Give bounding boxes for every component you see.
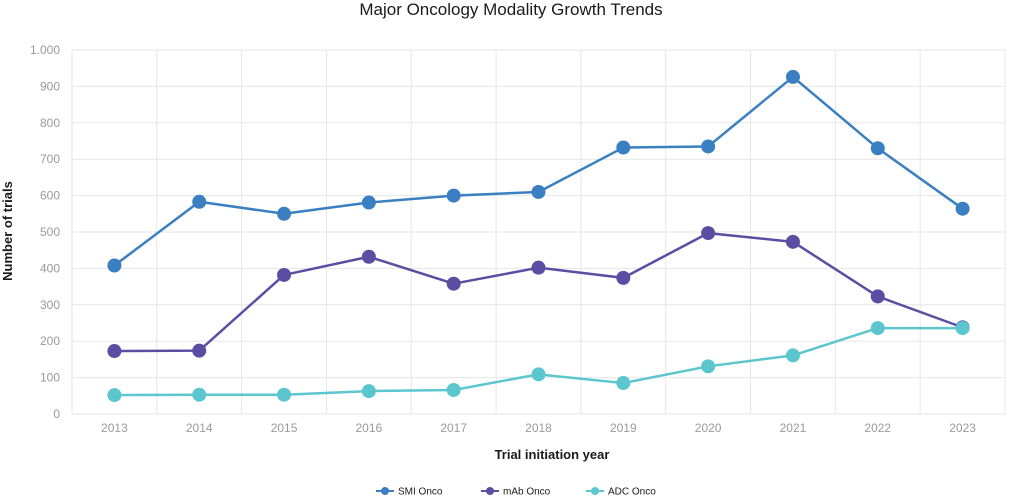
data-point[interactable] <box>531 367 546 382</box>
data-point[interactable] <box>531 184 546 199</box>
x-tick-label: 2022 <box>864 421 891 435</box>
y-tick-label: 600 <box>40 189 60 203</box>
x-axis-title: Trial initiation year <box>495 447 610 462</box>
data-point[interactable] <box>785 234 800 249</box>
data-point[interactable] <box>870 321 885 336</box>
legend-item[interactable]: ADC Onco <box>586 487 656 498</box>
y-tick-label: 1.000 <box>30 43 60 57</box>
y-tick-label: 0 <box>53 407 60 421</box>
x-tick-label: 2017 <box>440 421 467 435</box>
series-layer <box>107 69 970 403</box>
legend-label: mAb Onco <box>503 487 551 498</box>
x-tick-label: 2021 <box>780 421 807 435</box>
legend-item[interactable]: mAb Onco <box>481 487 551 498</box>
y-axis-ticks: 0 100 200 300 400 500 600 700 800 900 1.000 <box>30 43 60 421</box>
y-tick-label: 500 <box>40 225 60 239</box>
series-mab-onco <box>107 226 970 359</box>
series-adc-onco <box>107 321 970 403</box>
legend-swatch-marker <box>591 487 599 495</box>
series-smi-onco <box>107 69 970 273</box>
data-point[interactable] <box>955 321 970 336</box>
data-point[interactable] <box>107 388 122 403</box>
data-point[interactable] <box>277 206 292 221</box>
legend-item[interactable]: SMI Onco <box>376 487 443 498</box>
y-tick-label: 200 <box>40 334 60 348</box>
data-point[interactable] <box>701 359 716 374</box>
x-tick-label: 2016 <box>356 421 383 435</box>
x-tick-label: 2013 <box>101 421 128 435</box>
data-point[interactable] <box>192 387 207 402</box>
legend-label: SMI Onco <box>398 487 443 498</box>
legend: SMI Onco mAb Onco ADC Onco <box>376 487 656 498</box>
data-point[interactable] <box>107 344 122 359</box>
data-point[interactable] <box>701 226 716 241</box>
data-point[interactable] <box>277 267 292 282</box>
data-point[interactable] <box>192 343 207 358</box>
x-tick-label: 2023 <box>949 421 976 435</box>
x-tick-label: 2019 <box>610 421 637 435</box>
data-point[interactable] <box>870 289 885 304</box>
x-tick-label: 2014 <box>186 421 213 435</box>
data-point[interactable] <box>955 201 970 216</box>
x-tick-label: 2020 <box>695 421 722 435</box>
chart-title: Major Oncology Modality Growth Trends <box>359 0 662 19</box>
legend-swatch-marker <box>486 487 494 495</box>
data-point[interactable] <box>277 387 292 402</box>
y-tick-label: 300 <box>40 298 60 312</box>
legend-label: ADC Onco <box>608 487 656 498</box>
y-tick-label: 700 <box>40 152 60 166</box>
x-tick-label: 2018 <box>525 421 552 435</box>
data-point[interactable] <box>446 188 461 203</box>
y-axis-title: Number of trials <box>0 181 15 281</box>
data-point[interactable] <box>446 276 461 291</box>
data-point[interactable] <box>446 382 461 397</box>
gridlines <box>71 49 1006 415</box>
data-point[interactable] <box>107 258 122 273</box>
data-point[interactable] <box>192 194 207 209</box>
data-point[interactable] <box>616 270 631 285</box>
data-point[interactable] <box>785 348 800 363</box>
y-tick-label: 900 <box>40 79 60 93</box>
x-axis-ticks: 2013 2014 2015 2016 2017 2018 2019 2020 2021 2022… <box>101 421 976 435</box>
data-point[interactable] <box>616 376 631 391</box>
data-point[interactable] <box>361 384 376 399</box>
data-point[interactable] <box>785 69 800 84</box>
x-tick-label: 2015 <box>271 421 298 435</box>
y-tick-label: 800 <box>40 116 60 130</box>
data-point[interactable] <box>531 260 546 275</box>
y-tick-label: 100 <box>40 371 60 385</box>
data-point[interactable] <box>361 249 376 264</box>
y-tick-label: 400 <box>40 261 60 275</box>
legend-swatch-marker <box>381 487 389 495</box>
data-point[interactable] <box>701 139 716 154</box>
data-point[interactable] <box>616 140 631 155</box>
data-point[interactable] <box>361 195 376 210</box>
data-point[interactable] <box>870 141 885 156</box>
